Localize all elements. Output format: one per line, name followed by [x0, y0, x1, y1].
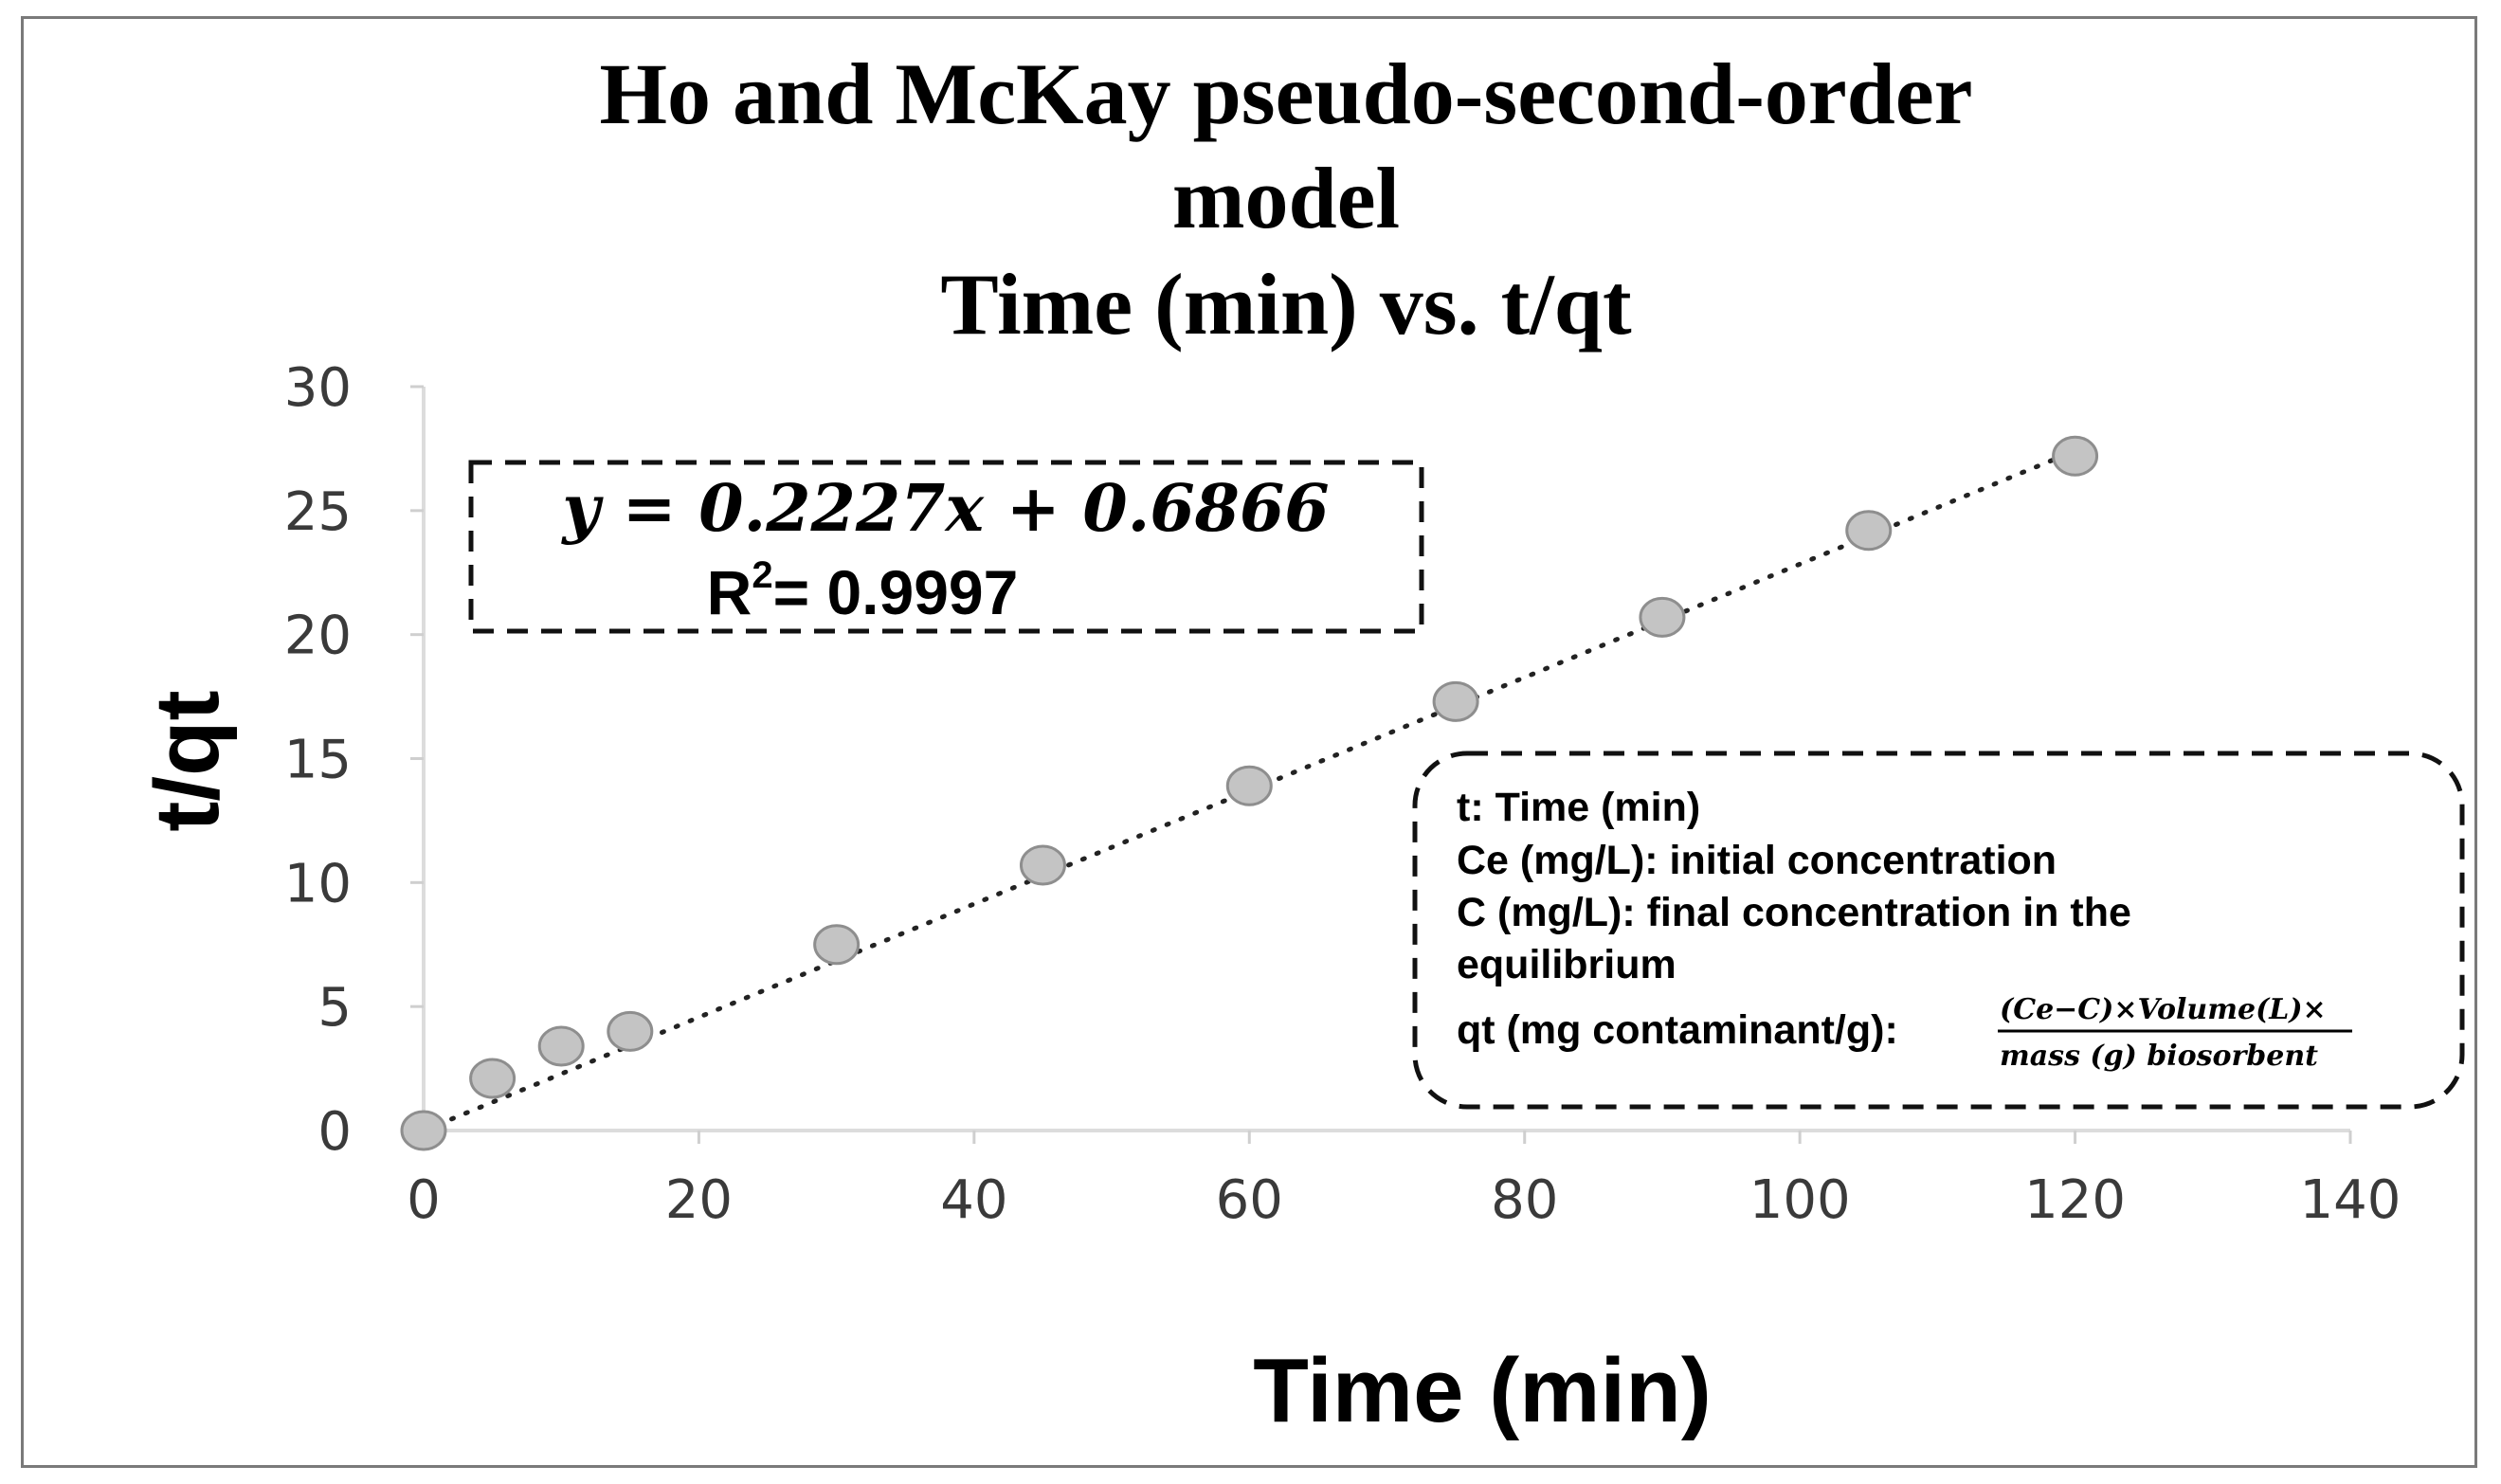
- chart-title-line-1: Ho and McKay pseudo-second-order: [600, 45, 1973, 142]
- data-points: [400, 435, 2099, 1151]
- x-tick-label: 20: [665, 1169, 733, 1231]
- legend-line-qt: qt (mg contaminant/g):: [1457, 1007, 1898, 1053]
- x-ticks: 0 20 40 60 80 100 120 140: [407, 1131, 2401, 1231]
- y-tick-label: 10: [284, 853, 352, 914]
- qt-formula-numerator: (Ce−C)×Volume(L)×: [2000, 993, 2327, 1026]
- data-point: [607, 1010, 654, 1052]
- y-tick-label: 0: [317, 1101, 352, 1163]
- x-tick-label: 60: [1216, 1169, 1283, 1231]
- data-point: [1639, 596, 1686, 638]
- y-tick-label: 25: [284, 481, 352, 543]
- x-tick-label: 140: [2300, 1169, 2401, 1231]
- r-squared-value: = 0.9997: [773, 557, 1019, 627]
- x-tick-label: 40: [940, 1169, 1007, 1231]
- y-tick-label: 20: [284, 606, 352, 667]
- y-ticks: 0 5 10 15 20 25 30: [284, 357, 424, 1163]
- data-point: [537, 1025, 585, 1067]
- y-tick-label: 15: [284, 730, 352, 791]
- chart-title-line-3: Time (min) vs. t/qt: [940, 256, 1632, 353]
- data-point: [813, 924, 861, 966]
- chart-title-line-2: model: [1172, 150, 1400, 246]
- data-point: [2052, 435, 2099, 477]
- chart-frame: [21, 16, 2477, 1468]
- legend-line-ce: Ce (mg/L): initial concentration: [1457, 838, 2057, 883]
- data-point: [1019, 844, 1066, 886]
- data-point: [469, 1058, 517, 1099]
- data-point: [1225, 765, 1273, 806]
- x-tick-label: 80: [1491, 1169, 1558, 1231]
- legend-line-c: C (mg/L): final concentration in the: [1457, 890, 2131, 935]
- r-squared-superscript: 2: [752, 554, 772, 596]
- x-tick-label: 120: [2024, 1169, 2126, 1231]
- x-axis-label: Time (min): [1253, 1340, 1712, 1441]
- y-tick-label: 30: [284, 357, 352, 419]
- r-squared-label: R: [707, 557, 752, 627]
- x-tick-label: 0: [407, 1169, 441, 1231]
- qt-formula-denominator: mass (g) biosorbent: [2000, 1040, 2318, 1073]
- r-squared: R2= 0.9997: [707, 554, 1019, 627]
- legend-box: [1412, 751, 2465, 1110]
- y-axis-label: t/qt: [136, 690, 238, 831]
- legend-line-equilibrium: equilibrium: [1457, 942, 1676, 987]
- x-tick-label: 100: [1749, 1169, 1851, 1231]
- data-point: [1845, 510, 1893, 552]
- data-point: [400, 1110, 447, 1151]
- data-point: [1432, 680, 1479, 722]
- trendline-equation: y = 0.2227x + 0.6866: [560, 471, 1329, 547]
- equation-box: [468, 460, 1424, 634]
- y-tick-label: 5: [317, 977, 352, 1039]
- legend-line-time: t: Time (min): [1457, 785, 1700, 830]
